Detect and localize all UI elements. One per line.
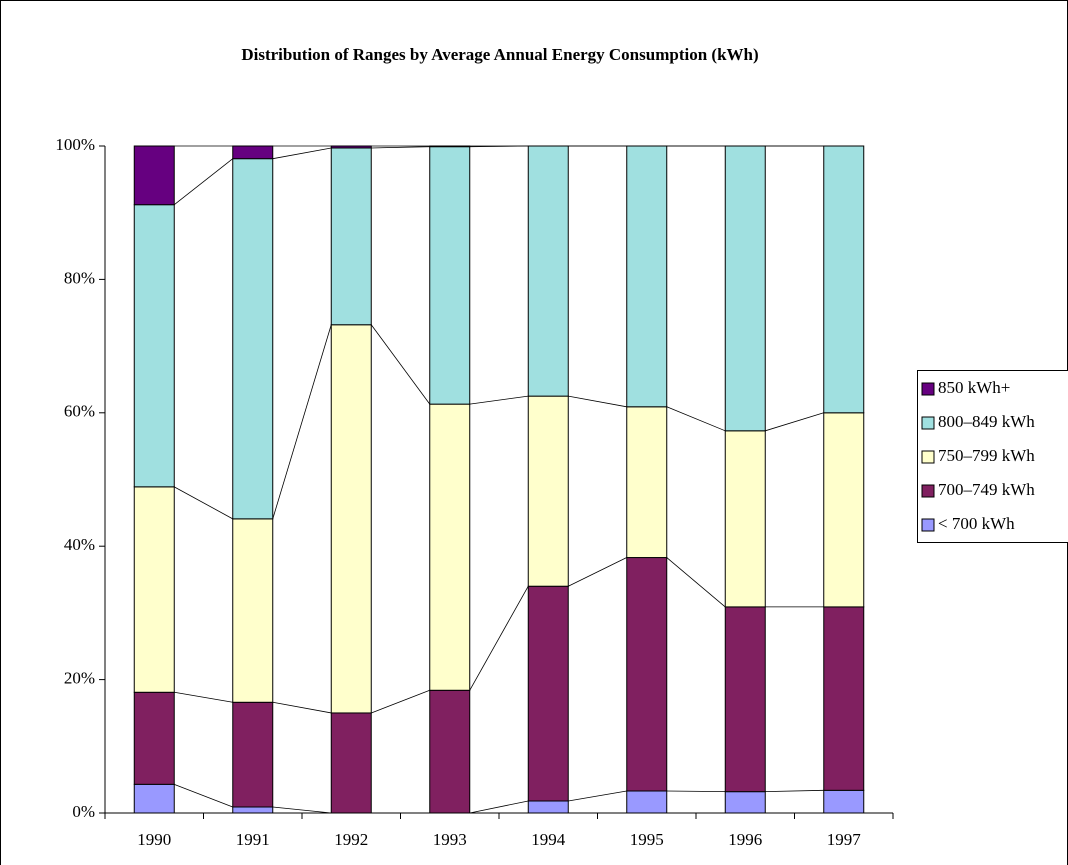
- series-line: [272, 324, 332, 519]
- bar-segment: [823, 145, 865, 414]
- bar-segment: [232, 158, 274, 520]
- x-tick-label: 1991: [236, 830, 270, 849]
- y-tick-label: 0%: [72, 802, 95, 821]
- bar-segment: [527, 145, 569, 397]
- bar-segment: [429, 146, 471, 405]
- bar-segment: [626, 557, 668, 792]
- bar-segment: [330, 145, 372, 149]
- x-tick-label: 1997: [827, 830, 862, 849]
- legend-swatch: [921, 450, 935, 464]
- series-line: [568, 395, 627, 408]
- legend-box: [917, 370, 1068, 543]
- x-tick-label: 1993: [433, 830, 467, 849]
- series-line: [371, 689, 430, 714]
- series-line: [272, 701, 332, 714]
- x-tick-label: 1995: [630, 830, 664, 849]
- series-line: [272, 806, 332, 814]
- bar-segment: [133, 691, 175, 785]
- bar-segment: [626, 406, 668, 559]
- x-tick-label: 1992: [334, 830, 368, 849]
- series-line: [666, 790, 726, 793]
- bar-segment: [626, 790, 668, 814]
- bar-segment: [133, 204, 175, 488]
- legend-swatch: [921, 484, 935, 498]
- series-line: [174, 486, 233, 520]
- bar-segment: [232, 518, 274, 703]
- legend-label: 850 kWh+: [938, 378, 1010, 397]
- bar-segment: [724, 430, 766, 608]
- bar-segment: [724, 145, 766, 432]
- y-tick-label: 60%: [64, 402, 95, 421]
- bar-segment: [823, 606, 865, 791]
- bar-segment: [527, 585, 569, 802]
- bar-segment: [330, 324, 372, 714]
- bar-segment: [133, 486, 175, 693]
- series-line: [174, 783, 233, 808]
- bar-segment: [823, 789, 865, 814]
- bar-segment: [232, 806, 274, 814]
- x-tick-label: 1996: [728, 830, 762, 849]
- bar-segment: [133, 145, 175, 206]
- bar-segment: [330, 147, 372, 326]
- series-line: [568, 790, 627, 802]
- bar-segment: [724, 791, 766, 814]
- y-tick-label: 20%: [64, 669, 95, 688]
- x-tick-label: 1990: [137, 830, 171, 849]
- x-tick-label: 1994: [531, 830, 566, 849]
- legend-label: < 700 kWh: [938, 514, 1015, 533]
- bar-segment: [330, 712, 372, 814]
- bar-segment: [724, 606, 766, 793]
- series-line: [370, 324, 431, 405]
- legend-label: 750–799 kWh: [938, 446, 1035, 465]
- y-tick-label: 80%: [64, 268, 95, 287]
- bar-segment: [626, 145, 668, 408]
- bar-segment: [429, 689, 471, 814]
- series-line: [272, 147, 332, 160]
- legend-swatch: [921, 518, 935, 532]
- series-line: [666, 557, 726, 608]
- series-line: [568, 557, 627, 587]
- series-line: [469, 395, 529, 405]
- bar-segment: [429, 403, 471, 691]
- legend-label: 700–749 kWh: [938, 480, 1035, 499]
- y-tick-label: 40%: [64, 535, 95, 554]
- bar-segment: [527, 395, 569, 587]
- series-line: [469, 586, 529, 691]
- legend-swatch: [921, 416, 935, 430]
- series-line: [765, 412, 824, 432]
- series-line: [666, 406, 726, 432]
- y-tick-label: 100%: [55, 135, 95, 154]
- series-line: [765, 789, 824, 793]
- bar-segment: [429, 145, 471, 148]
- bar-segment: [527, 800, 569, 814]
- bar-segment: [823, 412, 865, 608]
- series-line: [371, 146, 430, 149]
- chart-title: Distribution of Ranges by Average Annual…: [241, 45, 758, 64]
- bar-segment: [232, 145, 274, 160]
- series-line: [174, 691, 233, 703]
- bar-segment: [133, 783, 175, 814]
- legend-label: 800–849 kWh: [938, 412, 1035, 431]
- series-line: [469, 800, 529, 814]
- series-line: [174, 158, 233, 206]
- legend-swatch: [921, 382, 935, 396]
- bar-segment: [232, 701, 274, 808]
